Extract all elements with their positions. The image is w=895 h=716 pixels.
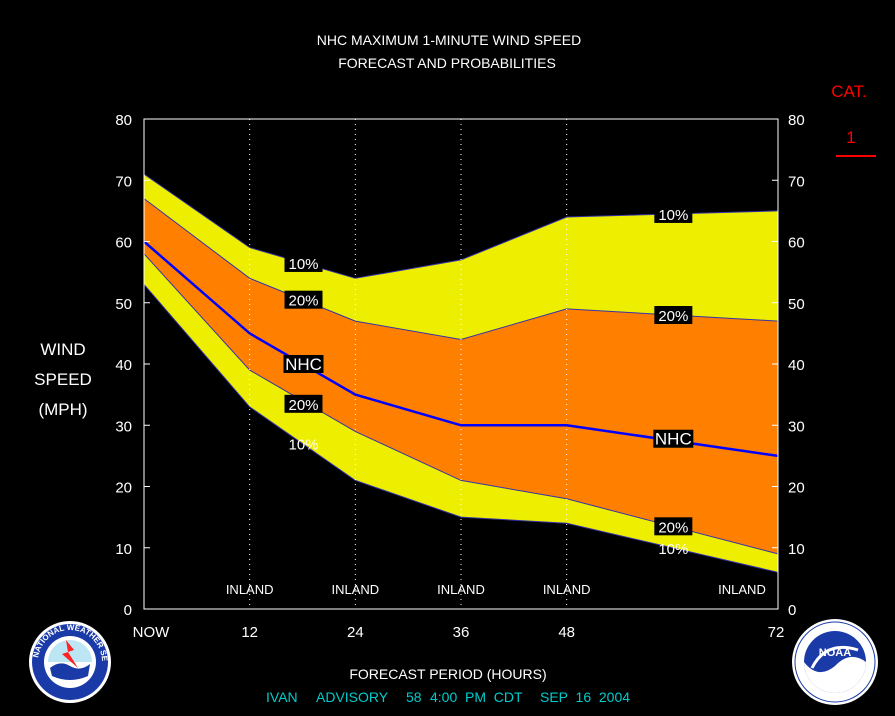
y-tick-label-left: 60 [115,235,132,252]
advisory-label: ADVISORY [316,689,389,705]
y-tick-label-right: 20 [788,480,805,497]
annotation-box [654,306,693,324]
ylabel-line-3: (MPH) [38,400,87,419]
annotation-label: 10% [658,207,688,224]
annotation-label: 10% [288,256,318,273]
annotation-label: 10% [658,541,688,558]
probability-bands [143,173,779,573]
upper-10-percent-edge [143,173,779,279]
y-axis-ticks: 0 0 10 10 20 20 30 30 40 40 50 50 60 60 70 70 80 80 [115,112,804,619]
x-axis-ticks: NOW 12 24 36 48 72 [133,624,785,641]
annotation-label: 10% [288,437,318,454]
y-tick-label-left: 70 [115,173,132,190]
y-tick-label-right: 80 [788,112,805,129]
cat-value: 1 [846,128,855,147]
svg-text:NATIONAL WEATHER SERVICE: NATIONAL WEATHER SERVICE [0,0,109,662]
y-tick-label-right: 10 [788,541,805,558]
x-tick-label: 36 [453,624,470,641]
x-axis-label: FORECAST PERIOD (HOURS) [349,666,546,682]
cat-label: CAT. [831,82,867,101]
band-annotations: 10% 20% NHC 20% 10% 10% 20% NHC 20% 10% [283,204,694,558]
annotation-box [284,253,323,272]
grid-lines [249,119,568,609]
ylabel-line-1: WIND [40,340,85,359]
annotation-label: 20% [658,519,688,536]
x-tick-label: 12 [241,624,258,641]
annotation-box [284,394,323,413]
lower-20-percent-edge [143,253,779,555]
y-tick-label-right: 50 [788,296,805,313]
chart-title: NHC MAXIMUM 1-MINUTE WIND SPEED [317,32,581,48]
inland-markers: INLAND INLAND INLAND INLAND INLAND [226,582,766,597]
annotation-box [654,204,693,223]
noaa-logo-text: NOAA [819,647,851,659]
y-tick-label-left: 20 [115,480,132,497]
annotation-label: 20% [288,293,318,310]
ylabel-line-2: SPEED [34,370,92,389]
nhc-forecast-layer [143,240,779,458]
y-tick-label-left: 50 [115,296,132,313]
y-tick-label-left: 0 [124,602,132,619]
band-20-percent [144,198,778,554]
y-tick-label-right: 40 [788,357,805,374]
nws-logo-text: NATIONAL WEATHER SERVICE [0,0,109,662]
annotation-box [284,290,323,309]
upper-20-percent-edge [143,198,779,341]
y-tick-label-left: 10 [115,541,132,558]
y-tick-label-right: 70 [788,173,805,190]
lower-10-percent-edge [143,284,779,573]
advisory-storm: IVAN [266,689,298,705]
advisory-date: SEP 16 2004 [540,689,630,705]
annotation-box [654,517,693,536]
annotation-label: 20% [288,397,318,414]
annotation-box [283,355,324,373]
advisory-line: IVAN ADVISORY 58 4:00 PM CDT SEP 16 2004 [266,689,630,705]
y-tick-label-left: 40 [115,357,132,374]
inland-label: INLAND [437,582,485,597]
annotation-label: NHC [285,355,322,374]
advisory-number: 58 [406,689,422,705]
inland-label: INLAND [226,582,274,597]
annotation-box [653,429,694,448]
chart-subtitle: FORECAST AND PROBABILITIES [338,55,556,71]
noaa-logo: NOAA [792,619,878,705]
inland-label: INLAND [718,582,766,597]
y-tick-label-right: 0 [788,602,796,619]
nhc-forecast-line [143,240,779,458]
x-tick-label: 72 [768,624,785,641]
annotation-label: 20% [658,308,688,325]
annotation-label: NHC [655,430,692,449]
advisory-time: 4:00 PM CDT [430,689,523,705]
x-tick-label: NOW [133,624,171,641]
y-tick-label-left: 80 [115,112,132,129]
y-tick-label-left: 30 [115,418,132,435]
inland-label: INLAND [331,582,379,597]
inland-label: INLAND [543,582,591,597]
y-tick-label-right: 30 [788,418,805,435]
x-tick-label: 48 [558,624,575,641]
y-tick-label-right: 60 [788,235,805,252]
x-tick-label: 24 [347,624,364,641]
